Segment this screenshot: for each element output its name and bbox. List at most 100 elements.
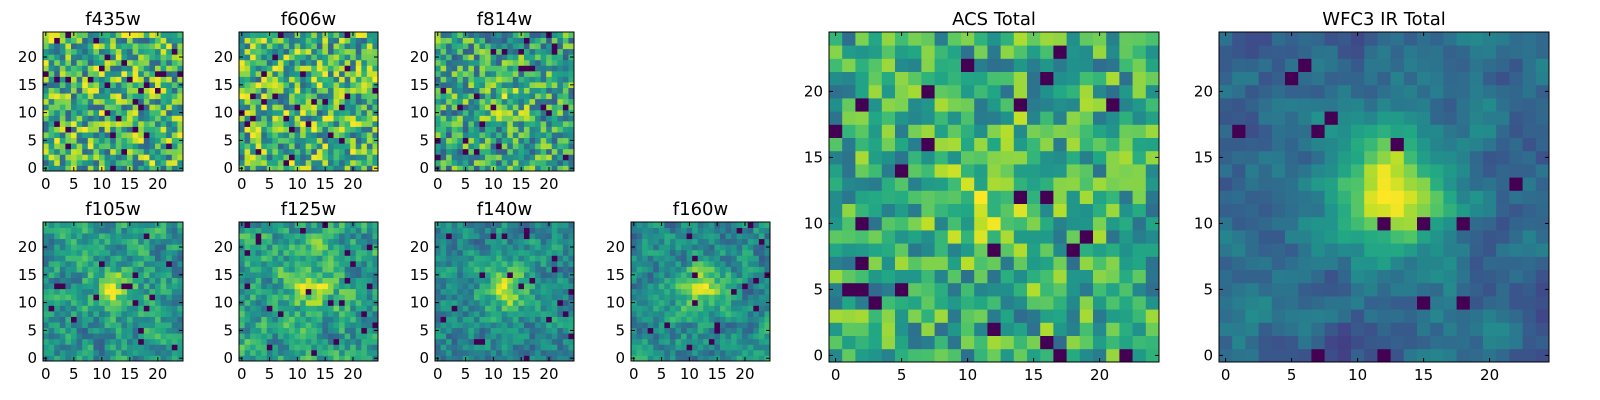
heatmap-cell (557, 165, 564, 172)
heatmap-cell (546, 277, 553, 284)
heatmap-cell (59, 159, 66, 166)
heatmap-cell (99, 104, 105, 111)
heatmap-cell (708, 260, 715, 267)
heatmap-cell (1013, 177, 1028, 191)
heatmap-cell (255, 227, 262, 234)
heatmap-cell (468, 143, 475, 150)
heatmap-cell (440, 48, 447, 55)
heatmap-cell (535, 37, 542, 44)
heatmap-cell (104, 344, 111, 351)
heatmap-cell (294, 143, 301, 150)
heatmap-cell (440, 227, 447, 234)
heatmap-cell (546, 316, 553, 323)
heatmap-cell (473, 54, 480, 61)
heatmap-cell (1079, 335, 1094, 350)
heatmap-cell (333, 82, 340, 88)
heatmap-cell (132, 126, 139, 133)
heatmap-cell (681, 277, 687, 284)
heatmap-cell (725, 316, 732, 323)
heatmap-cell (457, 344, 464, 351)
heatmap-cell (507, 322, 514, 329)
heatmap-cell (742, 244, 749, 251)
heatmap-cell (540, 120, 547, 127)
heatmap-cell (507, 104, 514, 111)
heatmap-cell (546, 283, 553, 290)
heatmap-cell (714, 272, 721, 278)
heatmap-cell (529, 59, 536, 66)
heatmap-cell (344, 120, 351, 127)
heatmap-cell (54, 165, 61, 172)
heatmap-cell (266, 299, 273, 306)
heatmap-cell (138, 76, 145, 83)
heatmap-cell (842, 164, 856, 178)
heatmap-cell (829, 230, 843, 244)
heatmap-cell (272, 76, 279, 83)
heatmap-cell (496, 322, 503, 329)
heatmap-cell (121, 165, 128, 172)
heatmap-cell (501, 132, 508, 139)
heatmap-cell (149, 165, 156, 172)
heatmap-cell (149, 43, 156, 50)
heatmap-cell (272, 249, 279, 256)
heatmap-cell (59, 87, 66, 94)
heatmap-cell (121, 154, 128, 161)
heatmap-cell (372, 233, 379, 240)
heatmap-cell (239, 305, 245, 312)
heatmap-cell (529, 283, 536, 290)
heatmap-cell (1000, 164, 1015, 178)
heatmap-cell (121, 148, 128, 155)
heatmap-cell (43, 126, 49, 133)
heatmap-cell (127, 333, 133, 340)
heatmap-cell (110, 244, 117, 251)
heatmap-cell (71, 48, 77, 55)
heatmap-cell (305, 272, 312, 278)
heatmap-cell (300, 126, 307, 133)
heatmap-cell (361, 154, 368, 161)
y-tick-label: 20 (214, 48, 233, 66)
heatmap-cell (87, 165, 94, 172)
heatmap-cell (93, 154, 100, 161)
heatmap-cell (507, 277, 514, 284)
heatmap-cell (507, 244, 514, 251)
heatmap-cell (166, 98, 173, 105)
heatmap-cell (155, 255, 161, 262)
heatmap-cell (490, 109, 497, 116)
heatmap-cell (311, 65, 318, 72)
heatmap-cell (65, 65, 72, 72)
heatmap-cell (294, 294, 301, 301)
heatmap-cell (350, 115, 357, 122)
heatmap-cell (540, 32, 547, 38)
heatmap-cell (1106, 322, 1120, 336)
heatmap-cell (457, 233, 464, 240)
heatmap-cell (714, 288, 721, 295)
heatmap-cell (725, 322, 732, 329)
heatmap-cell (1079, 190, 1094, 204)
heatmap-cell (93, 159, 100, 166)
heatmap-cell (468, 327, 475, 334)
heatmap-cell (350, 137, 357, 144)
heatmap-cell (171, 288, 178, 295)
heatmap-cell (692, 327, 699, 334)
heatmap-cell (294, 70, 301, 77)
heatmap-cell (557, 255, 564, 262)
heatmap-cell (366, 244, 373, 251)
heatmap-cell (681, 283, 687, 290)
heatmap-cell (518, 76, 525, 83)
heatmap-cell (829, 335, 843, 350)
heatmap-cell (490, 93, 497, 100)
heatmap-cell (121, 322, 128, 329)
heatmap-cell (339, 159, 346, 166)
heatmap-cell (333, 238, 340, 245)
heatmap-cell (110, 98, 117, 105)
heatmap-cell (868, 203, 883, 218)
heatmap-cell (104, 322, 111, 329)
heatmap-cell (518, 310, 525, 317)
heatmap-cell (462, 70, 469, 77)
heatmap-cell (747, 233, 754, 240)
heatmap-cell (523, 126, 530, 133)
heatmap-cell (642, 222, 649, 228)
heatmap-cell (93, 299, 100, 306)
heatmap-cell (272, 266, 279, 273)
heatmap-cell (714, 310, 721, 317)
